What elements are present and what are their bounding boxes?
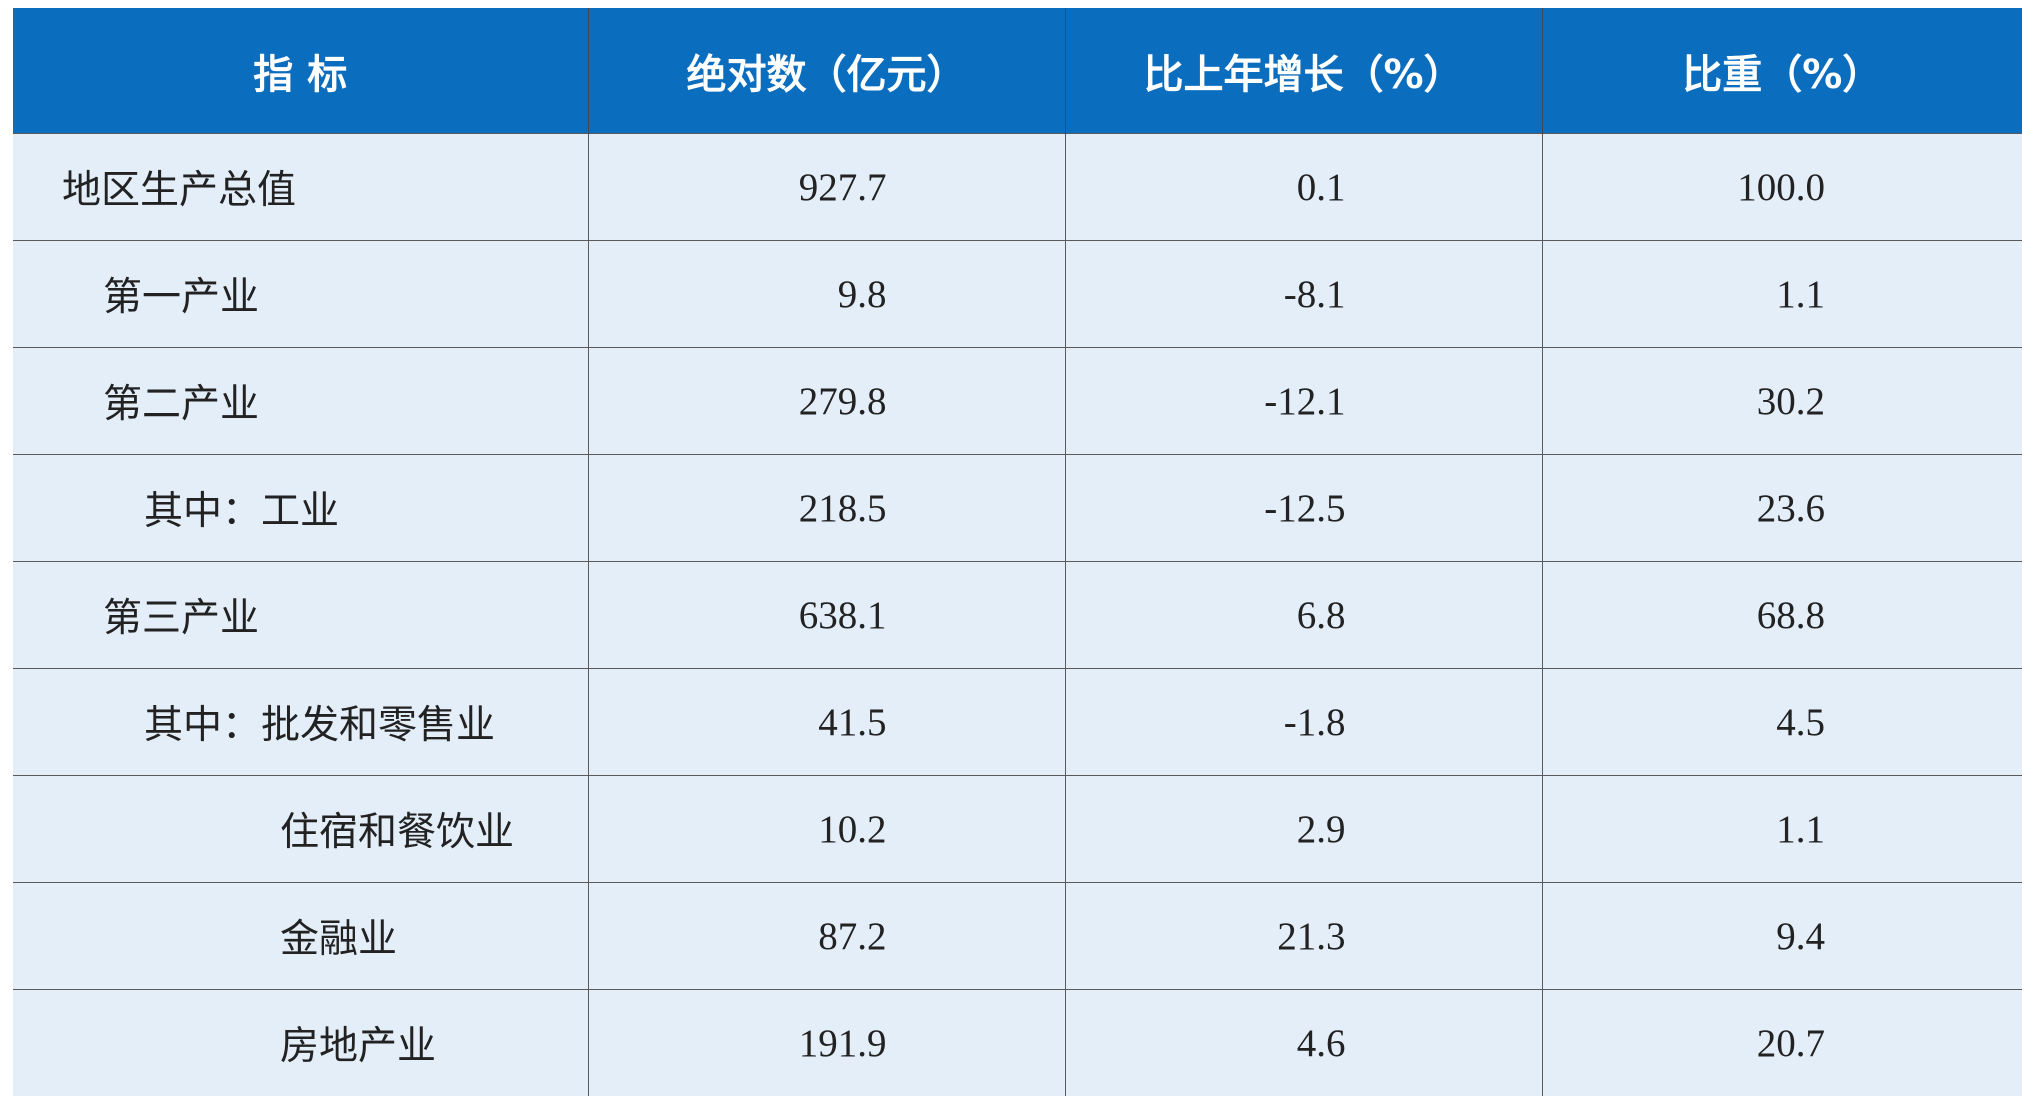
row-label: 第一产业 (13, 241, 588, 348)
value-cell: 1.1 (1542, 776, 2022, 883)
header-row: 指 标绝对数（亿元）比上年增长（%）比重（%） (13, 8, 2022, 134)
value-cell: 20.7 (1542, 990, 2022, 1096)
value-cell: 2.9 (1065, 776, 1542, 883)
value-cell: 191.9 (588, 990, 1065, 1096)
value-cell: 279.8 (588, 348, 1065, 455)
value-cell: -1.8 (1065, 669, 1542, 776)
row-label: 第二产业 (13, 348, 588, 455)
value-cell: 68.8 (1542, 562, 2022, 669)
header-cell: 绝对数（亿元） (588, 8, 1065, 134)
value-cell: 6.8 (1065, 562, 1542, 669)
row-label: 其中：批发和零售业 (13, 669, 588, 776)
row-label: 金融业 (13, 883, 588, 990)
value-cell: 218.5 (588, 455, 1065, 562)
value-cell: 87.2 (588, 883, 1065, 990)
value-cell: 927.7 (588, 134, 1065, 241)
row-label: 住宿和餐饮业 (13, 776, 588, 883)
value-cell: 1.1 (1542, 241, 2022, 348)
value-cell: -12.5 (1065, 455, 1542, 562)
value-cell: 4.6 (1065, 990, 1542, 1096)
row-label: 其中：工业 (13, 455, 588, 562)
value-cell: 9.8 (588, 241, 1065, 348)
row-label: 第三产业 (13, 562, 588, 669)
value-cell: -8.1 (1065, 241, 1542, 348)
row-label: 地区生产总值 (13, 134, 588, 241)
value-cell: 9.4 (1542, 883, 2022, 990)
value-cell: 638.1 (588, 562, 1065, 669)
header-cell: 比上年增长（%） (1065, 8, 1542, 134)
value-cell: 10.2 (588, 776, 1065, 883)
value-cell: 23.6 (1542, 455, 2022, 562)
row-label: 房地产业 (13, 990, 588, 1096)
value-cell: 0.1 (1065, 134, 1542, 241)
value-cell: 30.2 (1542, 348, 2022, 455)
value-cell: -12.1 (1065, 348, 1542, 455)
header-cell: 指 标 (13, 8, 588, 134)
header-cell: 比重（%） (1542, 8, 2022, 134)
value-cell: 41.5 (588, 669, 1065, 776)
value-cell: 21.3 (1065, 883, 1542, 990)
value-cell: 4.5 (1542, 669, 2022, 776)
value-cell: 100.0 (1542, 134, 2022, 241)
